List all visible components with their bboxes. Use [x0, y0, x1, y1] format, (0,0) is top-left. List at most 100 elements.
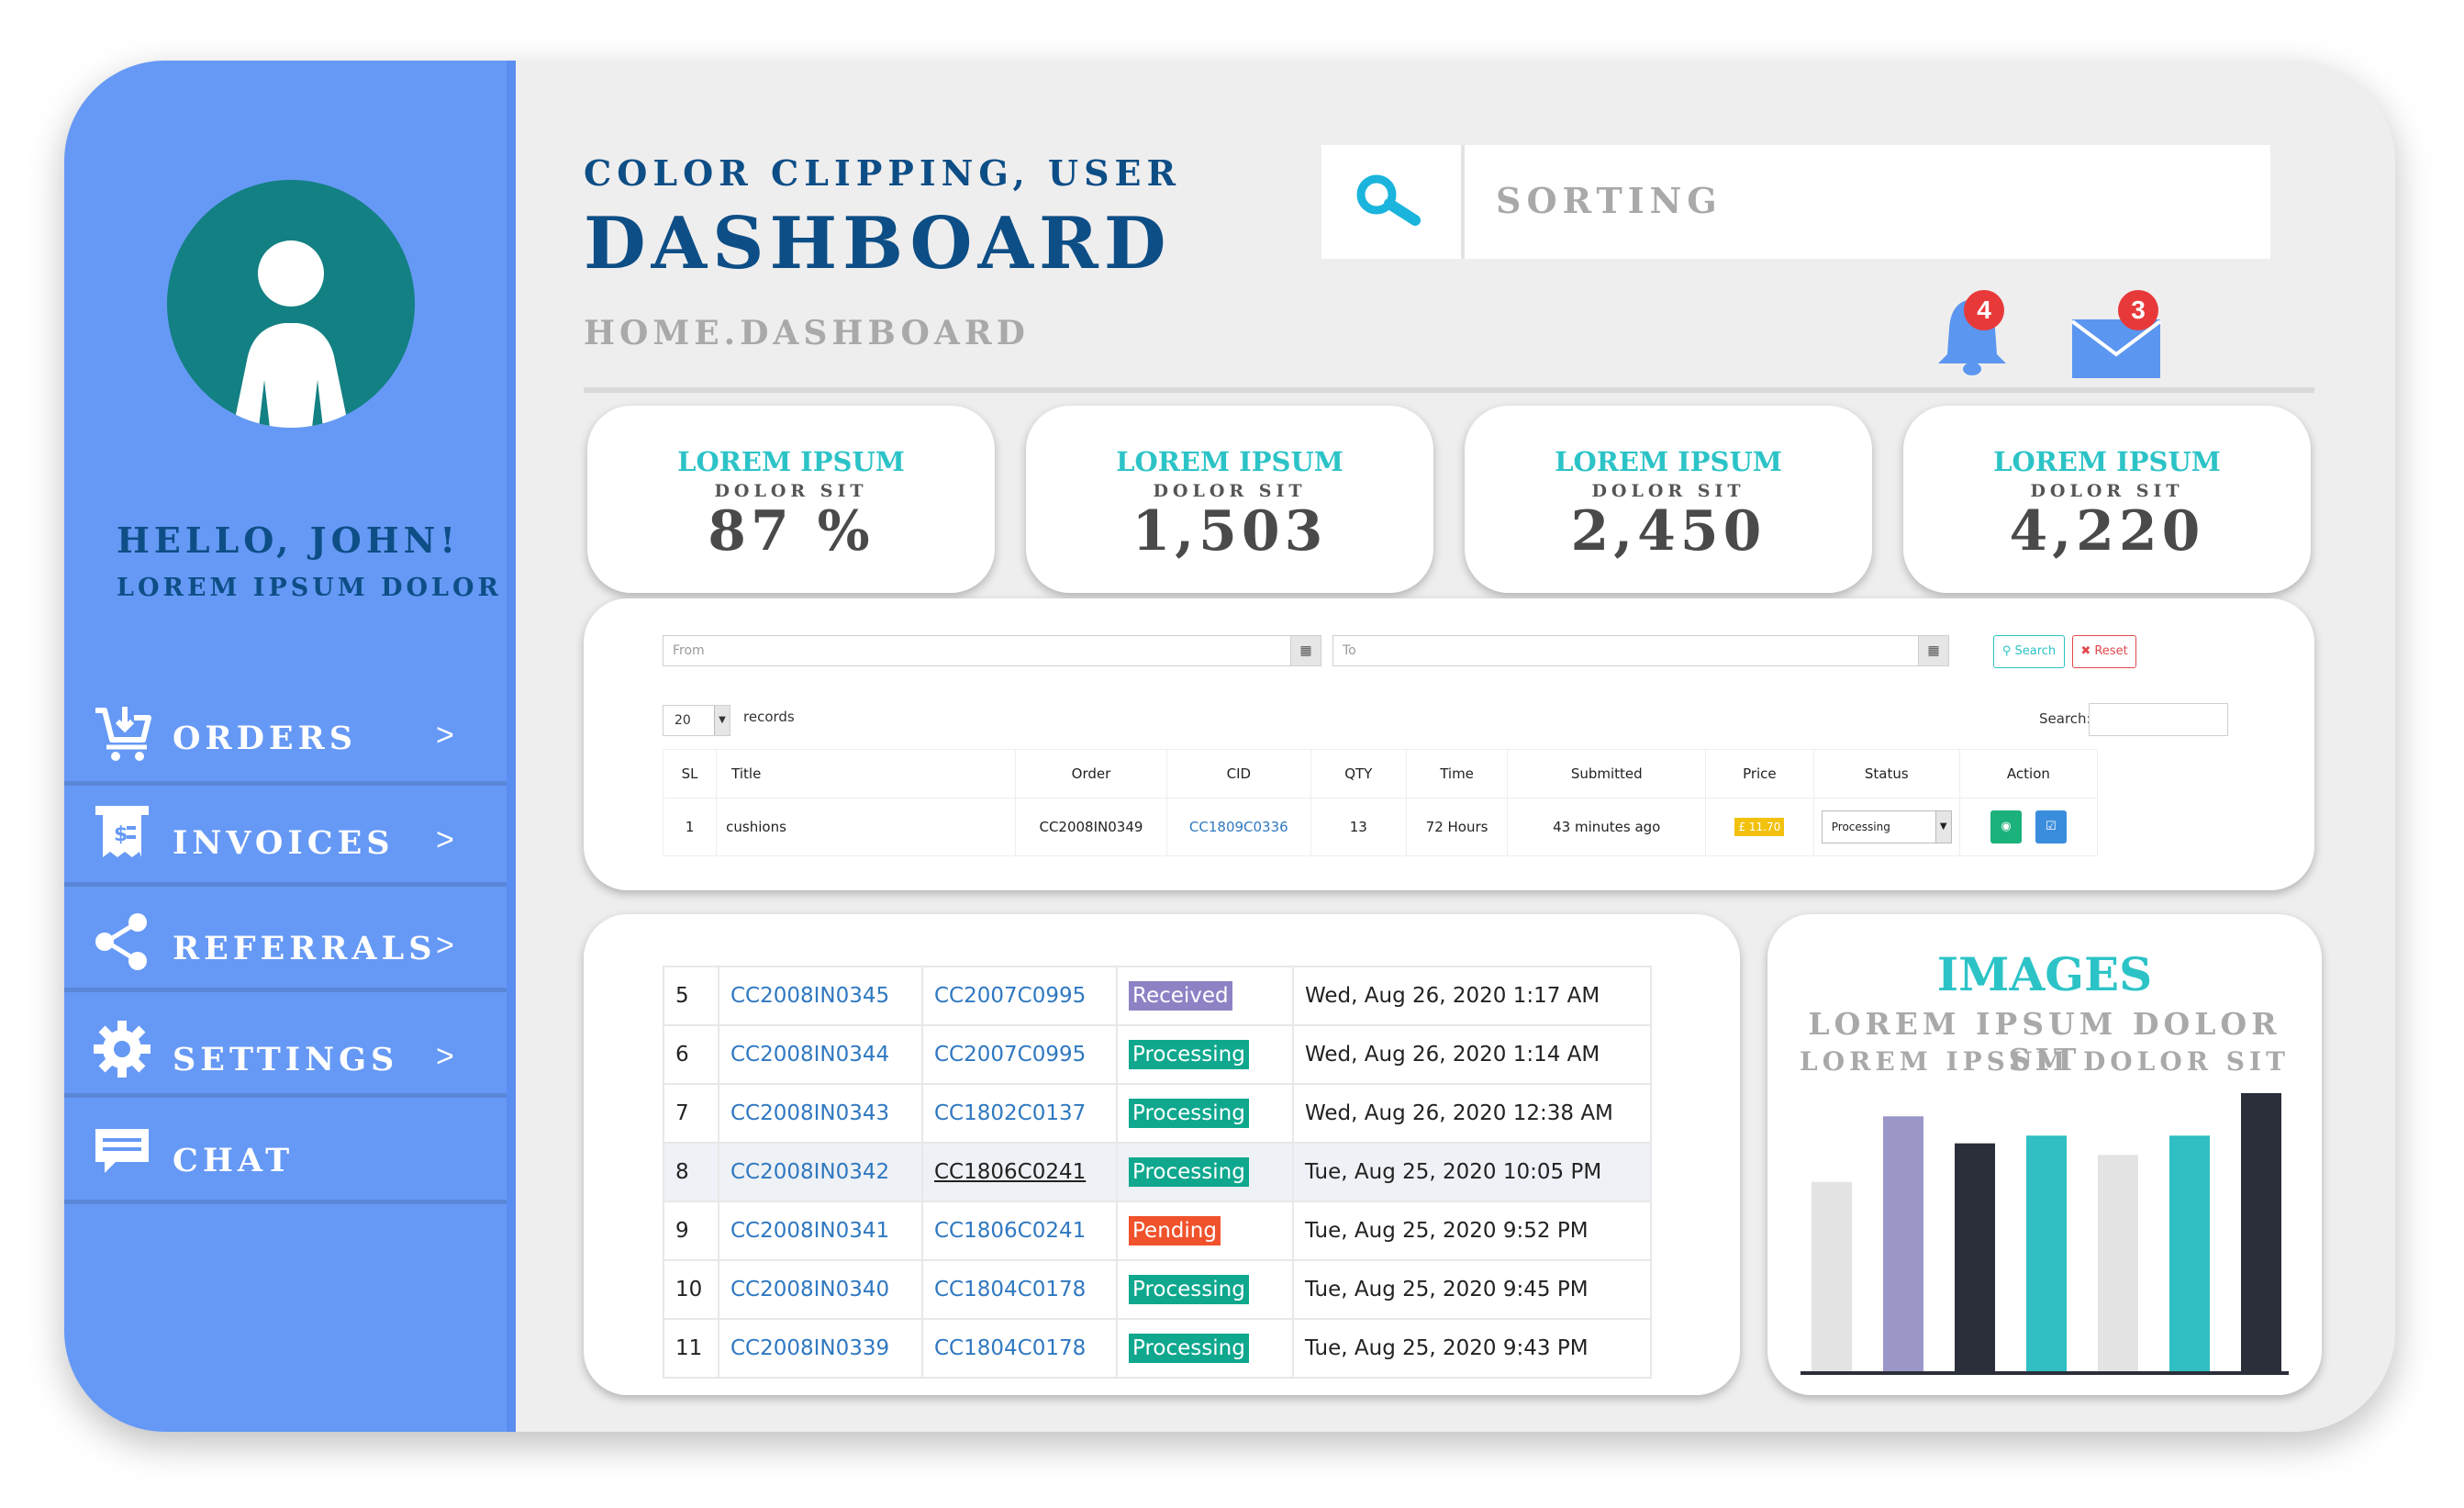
status-select-value: Processing [1831, 821, 1890, 833]
chart-bar [2098, 1155, 2138, 1371]
images-title: IMAGES [1936, 947, 2153, 1001]
greeting-subtitle: LOREM IPSUM DOLOR [117, 574, 502, 602]
cid-link[interactable]: CC1802C0137 [921, 1083, 1118, 1144]
table-row[interactable]: 6 CC2008IN0344 CC2007C0995 Processing Wed, A… [663, 1024, 1652, 1085]
table-row[interactable]: 1 cushions CC2008IN0349 CC1809C0336 13 7… [662, 798, 2099, 856]
to-date-placeholder: To [1343, 643, 1356, 658]
share-icon [95, 913, 147, 970]
chart-bar [1812, 1181, 1852, 1371]
status-cell: Pending [1116, 1201, 1294, 1261]
status-cell: Received [1116, 966, 1294, 1026]
table-row[interactable]: 8 CC2008IN0342 CC1806C0241 Processing Tue, A… [663, 1142, 1652, 1202]
from-date-field[interactable]: From ▦ [663, 635, 1321, 666]
search-bar[interactable]: SORTING [1321, 145, 2270, 259]
row-number: 7 [663, 1083, 719, 1144]
order-link[interactable]: CC2008IN0345 [718, 966, 923, 1026]
stat-value: 1,503 [1132, 499, 1328, 564]
order-link[interactable]: CC2008IN0342 [718, 1142, 923, 1202]
status-cell: Processing [1116, 1024, 1294, 1085]
check-button[interactable]: ☑ [2035, 810, 2067, 843]
chart-bar [1955, 1143, 1995, 1371]
sidebar-item-referrals[interactable]: REFERRALS > [64, 891, 510, 992]
chevron-down-icon: ▼ [1934, 811, 1951, 843]
column-header[interactable]: Submitted [1507, 749, 1707, 799]
status-select[interactable]: Processing ▼ [1821, 810, 1952, 843]
notification-count-badge: 4 [1964, 290, 2004, 330]
reset-button[interactable]: ✖ Reset [2072, 635, 2136, 668]
search-button[interactable]: ⚲ Search [1993, 635, 2065, 668]
column-header[interactable]: Order [1015, 749, 1167, 799]
stat-subtitle: DOLOR SIT [2030, 481, 2184, 501]
status-cell: Processing [1116, 1259, 1294, 1320]
stat-subtitle: DOLOR SIT [1153, 481, 1307, 501]
calendar-icon[interactable]: ▦ [1290, 636, 1321, 665]
cid-link[interactable]: CC2007C0995 [921, 1024, 1118, 1085]
search-input[interactable]: SORTING [1496, 180, 1723, 221]
stat-title: LOREM IPSUM [1993, 446, 2221, 477]
divider [584, 387, 2314, 393]
view-button[interactable]: ◉ [1990, 810, 2023, 843]
page-size-select[interactable]: 20 ▼ [663, 705, 730, 736]
order-link[interactable]: CC2008IN0343 [718, 1083, 923, 1144]
table-row[interactable]: 10 CC2008IN0340 CC1804C0178 Processing Tue, … [663, 1259, 1652, 1320]
cid-link[interactable]: CC2007C0995 [921, 966, 1118, 1026]
cid-link[interactable]: CC1809C0336 [1165, 798, 1311, 856]
divider [64, 882, 510, 887]
page-subtitle: COLOR CLIPPING, USER [584, 152, 1182, 194]
status-badge: Processing [1129, 1157, 1249, 1187]
date-cell: Tue, Aug 25, 2020 9:45 PM [1292, 1259, 1652, 1320]
sidebar-item-label: SETTINGS [173, 1041, 399, 1078]
cid-link[interactable]: CC1804C0178 [921, 1318, 1118, 1379]
sidebar-item-label: CHAT [173, 1142, 295, 1179]
calendar-icon[interactable]: ▦ [1918, 636, 1948, 665]
recent-orders-card: 5 CC2008IN0345 CC2007C0995 Received Wed, Aug… [584, 914, 1740, 1395]
column-header[interactable]: Time [1405, 749, 1509, 799]
row-number: 5 [663, 966, 719, 1026]
chart-bar [2026, 1135, 2067, 1371]
notifications-button[interactable]: 4 [1931, 290, 2013, 382]
order-link[interactable]: CC2008IN0344 [718, 1024, 923, 1085]
table-row[interactable]: 5 CC2008IN0345 CC2007C0995 Received Wed, Aug… [663, 966, 1652, 1026]
order-link[interactable]: CC2008IN0341 [718, 1201, 923, 1261]
table-search-input[interactable] [2089, 703, 2228, 736]
sidebar-item-label: REFERRALS [173, 930, 437, 967]
table-row[interactable]: 7 CC2008IN0343 CC1802C0137 Processing Wed, A… [663, 1083, 1652, 1144]
sidebar-item-invoices[interactable]: $ INVOICES > [64, 786, 510, 887]
messages-button[interactable]: 3 [2067, 290, 2168, 382]
column-header[interactable]: CID [1165, 749, 1311, 799]
sidebar-item-orders[interactable]: ORDERS > [64, 685, 510, 786]
divider [64, 988, 510, 992]
breadcrumb[interactable]: HOME.DASHBOARD [584, 314, 1030, 352]
sidebar-item-settings[interactable]: SETTINGS > [64, 997, 510, 1098]
order-link[interactable]: CC2008IN0339 [718, 1318, 923, 1379]
table-row[interactable]: 9 CC2008IN0341 CC1806C0241 Pending Tue, Aug … [663, 1201, 1652, 1261]
cid-link[interactable]: CC1806C0241 [921, 1142, 1118, 1202]
cell-qty: 13 [1310, 798, 1407, 856]
cart-download-icon [95, 707, 151, 761]
column-header[interactable]: Status [1812, 749, 1960, 799]
user-icon [233, 240, 349, 428]
row-number: 6 [663, 1024, 719, 1085]
orders-card: From ▦ To ▦ ⚲ Search ✖ Reset 20 ▼ record… [584, 598, 2314, 890]
cell-title: cushions [716, 798, 1017, 856]
cid-link[interactable]: CC1806C0241 [921, 1201, 1118, 1261]
sidebar-item-chat[interactable]: CHAT [64, 1103, 510, 1204]
stat-title: LOREM IPSUM [1555, 446, 1782, 477]
to-date-field[interactable]: To ▦ [1332, 635, 1949, 666]
stat-title: LOREM IPSUM [677, 446, 905, 477]
images-subtitle-2: LOREM IPSUM DOLOR SIT [1800, 1046, 2290, 1077]
column-header[interactable]: QTY [1310, 749, 1407, 799]
column-header[interactable]: Title [716, 749, 1017, 799]
divider [64, 1200, 510, 1204]
divider [64, 781, 510, 786]
cell-status: Processing ▼ [1812, 798, 1960, 856]
column-header[interactable]: Price [1705, 749, 1814, 799]
column-header[interactable]: SL [662, 749, 718, 799]
order-link[interactable]: CC2008IN0340 [718, 1259, 923, 1320]
column-header[interactable]: Action [1958, 749, 2099, 799]
cid-link[interactable]: CC1804C0178 [921, 1259, 1118, 1320]
stat-card: LOREM IPSUM DOLOR SIT 1,503 [1026, 406, 1433, 593]
search-button[interactable] [1321, 145, 1465, 259]
table-row[interactable]: 11 CC2008IN0339 CC1804C0178 Processing Tue, … [663, 1318, 1652, 1379]
avatar[interactable] [167, 180, 415, 428]
